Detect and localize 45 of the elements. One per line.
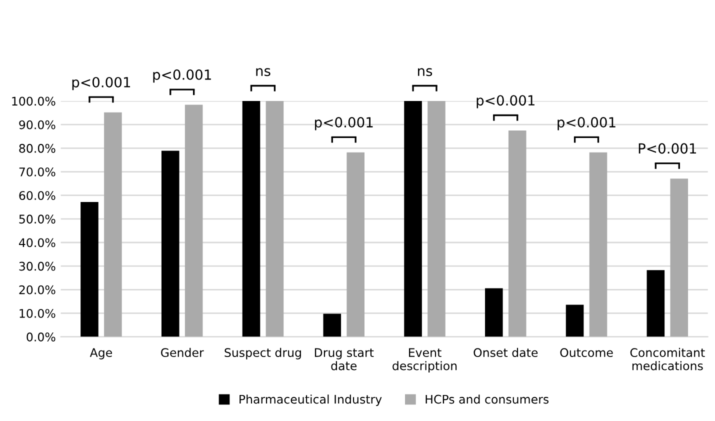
bar (508, 130, 526, 337)
bar (428, 101, 446, 337)
bar (266, 101, 284, 337)
bar (670, 178, 688, 337)
bar (566, 304, 584, 337)
x-tick-label: Age (90, 348, 112, 360)
bar (161, 150, 180, 337)
bar (323, 314, 342, 337)
bar (646, 270, 665, 337)
bar (80, 202, 98, 337)
y-tick-label: 90.0% (19, 120, 56, 130)
y-tick-label: 40.0% (18, 238, 56, 248)
bar (589, 152, 608, 337)
x-tick-label: Onset date (474, 348, 538, 358)
bar (104, 112, 122, 337)
y-tick-label: 0.0% (26, 332, 56, 342)
x-tick-label: Outcome (560, 348, 613, 358)
bar (242, 101, 260, 337)
bar (184, 104, 203, 337)
annotation: p<0.001 (72, 76, 130, 90)
y-tick-label: 10.0% (20, 308, 56, 318)
y-tick-label: 60.0% (19, 191, 56, 200)
bar (404, 101, 422, 337)
legend-label: Pharmaceutical Industry (240, 394, 382, 406)
x-tick-label: Suspect drug (224, 348, 301, 360)
y-tick-label: 20.0% (19, 285, 56, 294)
annotation: p<0.001 (315, 117, 373, 130)
y-tick-label: 30.0% (19, 262, 56, 271)
annotation: p<0.001 (153, 69, 211, 83)
y-tick-label: 100.0% (12, 96, 56, 106)
x-tick-label: Concomitant medications (630, 348, 705, 370)
annotation: ns (256, 68, 270, 76)
bar (346, 152, 364, 337)
x-tick-label: Drug start date (314, 348, 374, 370)
annotation: P<0.001 (638, 143, 696, 154)
y-tick-label: 50.0% (19, 214, 56, 224)
x-tick-label: Gender (161, 348, 204, 358)
y-tick-label: 70.0% (19, 167, 56, 176)
annotation: p<0.001 (476, 95, 534, 108)
x-tick-label: Event description (392, 348, 457, 373)
y-tick-label: 80.0% (19, 144, 56, 153)
annotation: ns (418, 68, 432, 76)
annotation: p<0.001 (558, 117, 616, 130)
bar (485, 288, 503, 337)
legend-label: HCPs and consumers (426, 394, 549, 404)
